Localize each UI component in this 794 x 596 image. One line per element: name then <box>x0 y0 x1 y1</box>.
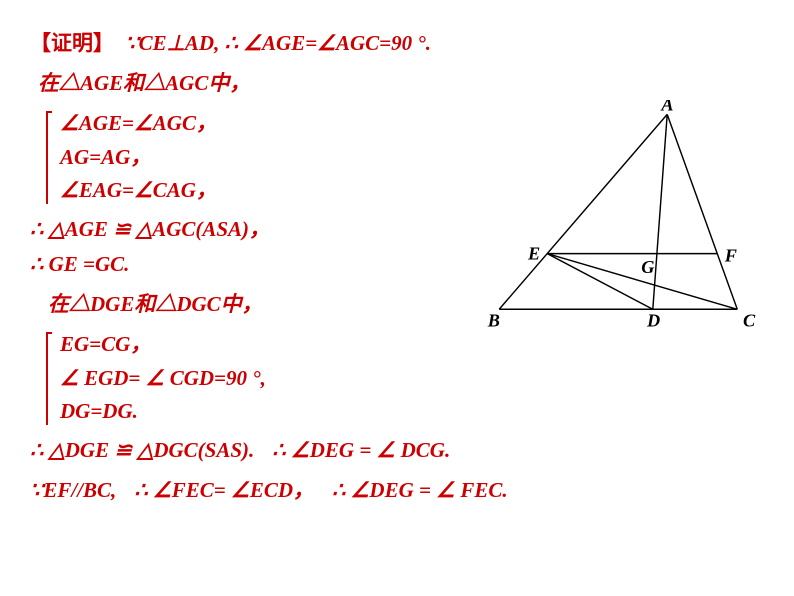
line-7a: ∵EF//BC, <box>30 475 116 507</box>
line-4: ∴ GE =GC. <box>30 252 129 276</box>
line-2: 在△AGE和△AGC中， <box>38 71 250 95</box>
line-1: ∵CE⊥AD, ∴ ∠AGE=∠AGC=90 °. <box>125 31 431 55</box>
g2-line-c: DG=DG. <box>60 395 764 429</box>
triangle-diagram: A B C D E F G <box>484 100 764 340</box>
proof-label: 【证明】 <box>30 31 114 55</box>
line-5: 在△DGE和△DGC中， <box>48 292 263 316</box>
svg-text:F: F <box>724 245 737 265</box>
line-6b: ∴ ∠DEG = ∠ DCG. <box>272 435 450 467</box>
line-6a: ∴ △DGE ≌ △DGC(SAS). <box>30 435 254 467</box>
brace-group-2: EG=CG， ∠ EGD= ∠ CGD=90 °, DG=DG. <box>38 328 764 429</box>
svg-text:A: A <box>660 100 673 115</box>
svg-text:G: G <box>641 257 654 277</box>
svg-text:C: C <box>743 311 756 331</box>
g2-line-b: ∠ EGD= ∠ CGD=90 °, <box>60 362 764 396</box>
svg-text:B: B <box>487 311 500 331</box>
line-3: ∴ △AGE ≌ △AGC(ASA)， <box>30 217 270 241</box>
svg-text:D: D <box>646 311 660 331</box>
line-7c: ∴ ∠DEG = ∠ FEC. <box>332 475 508 507</box>
line-7b: ∴ ∠FEC= ∠ECD， <box>134 475 314 507</box>
svg-text:E: E <box>527 243 540 263</box>
